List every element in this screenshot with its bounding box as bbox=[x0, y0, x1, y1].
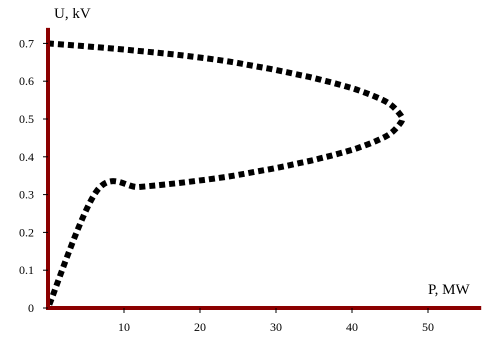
y-tick-label: 0.2 bbox=[19, 225, 34, 239]
x-tick-label: 40 bbox=[346, 320, 358, 334]
y-tick-label: 0.1 bbox=[19, 263, 34, 277]
x-tick-label: 10 bbox=[118, 320, 130, 334]
x-tick-label: 50 bbox=[422, 320, 434, 334]
y-tick-label: 0.4 bbox=[19, 150, 34, 164]
y-tick-label: 0.5 bbox=[19, 112, 34, 126]
y-tick-label: 0.3 bbox=[19, 188, 34, 202]
series-line bbox=[45, 40, 406, 310]
y-tick-label: 0.6 bbox=[19, 74, 34, 88]
plot-marks bbox=[45, 40, 406, 310]
y-tick-label: 0.7 bbox=[19, 36, 34, 50]
y-tick-label: 0 bbox=[28, 301, 34, 315]
x-tick-label: 20 bbox=[194, 320, 206, 334]
y-axis-label: U, kV bbox=[54, 6, 91, 22]
x-tick-label: 30 bbox=[270, 320, 282, 334]
ticks: 10 20 30 40 50 0 0.1 0.2 0.3 0.4 0.5 0.6 0.7 bbox=[19, 36, 434, 334]
x-axis-label: P, MW bbox=[428, 282, 471, 298]
axes bbox=[46, 27, 482, 310]
